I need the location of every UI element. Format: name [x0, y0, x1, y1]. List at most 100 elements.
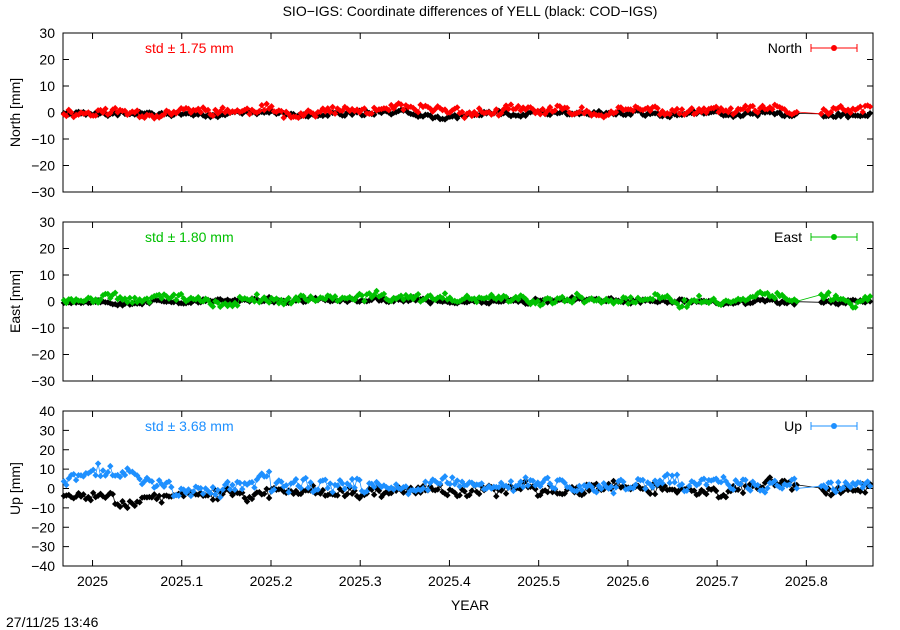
- data-point-north: [368, 110, 375, 117]
- data-point-east: [754, 290, 761, 297]
- data-point-up: [544, 474, 551, 481]
- data-point-north: [866, 103, 874, 110]
- data-point-up: [92, 472, 99, 479]
- data-point-up: [109, 490, 116, 498]
- data-point-north: [527, 109, 534, 116]
- data-point-north: [529, 106, 537, 113]
- data-point-north: [473, 111, 480, 119]
- x-tick-label: 2025.1: [160, 573, 203, 589]
- data-point-up: [510, 487, 517, 495]
- data-point-up: [529, 477, 537, 485]
- data-point-up: [712, 475, 720, 482]
- data-point-north: [446, 109, 454, 116]
- data-point-up: [544, 488, 551, 496]
- y-axis-label-up: Up [mm]: [7, 462, 23, 515]
- data-point-north: [712, 103, 720, 111]
- data-point-up: [578, 491, 585, 499]
- data-point-north: [329, 103, 336, 111]
- data-point-north: [683, 109, 691, 117]
- data-point-north: [568, 111, 576, 118]
- data-point-east: [852, 304, 859, 311]
- data-point-up: [651, 490, 659, 498]
- data-point-up: [861, 489, 869, 496]
- data-point-north: [537, 111, 544, 118]
- data-point-up: [532, 485, 539, 493]
- data-point-up: [661, 482, 669, 490]
- data-point-up: [217, 494, 224, 501]
- data-point-east: [661, 297, 669, 305]
- data-point-north: [75, 111, 82, 118]
- data-point-up: [478, 480, 485, 487]
- std-label-east: std ± 1.80 mm: [145, 229, 234, 245]
- data-point-up: [644, 479, 651, 486]
- data-point-up: [402, 483, 410, 490]
- data-point-up: [319, 486, 327, 494]
- data-point-east: [380, 290, 388, 298]
- data-point-north: [830, 104, 837, 112]
- y-tick-label-up: −20: [31, 519, 55, 535]
- data-point-north: [764, 106, 771, 113]
- data-point-north: [97, 106, 104, 114]
- x-axis-label: YEAR: [451, 597, 489, 613]
- data-point-up: [239, 485, 246, 493]
- x-tick-label: 2025.8: [785, 573, 828, 589]
- data-point-up: [700, 488, 708, 496]
- data-point-up: [859, 484, 866, 491]
- data-point-east: [107, 300, 114, 307]
- data-point-up: [351, 484, 358, 491]
- data-point-north: [534, 107, 542, 115]
- data-point-east: [373, 287, 380, 295]
- data-point-north: [844, 106, 852, 113]
- data-point-east: [761, 290, 769, 298]
- data-point-up: [671, 479, 678, 486]
- data-point-north: [585, 109, 593, 116]
- data-point-up: [588, 483, 595, 490]
- data-point-east: [825, 289, 832, 296]
- data-point-north: [107, 109, 114, 117]
- std-label-north: std ± 1.75 mm: [145, 40, 234, 56]
- data-point-north: [155, 114, 163, 121]
- x-tick-label: 2025.2: [250, 573, 293, 589]
- data-point-up: [231, 486, 239, 493]
- data-point-north: [544, 107, 551, 115]
- data-point-north: [766, 104, 774, 111]
- data-point-up: [793, 485, 800, 492]
- data-point-north: [136, 113, 143, 121]
- data-point-north: [400, 106, 407, 113]
- data-point-north: [700, 105, 708, 112]
- data-point-up: [322, 476, 329, 483]
- data-point-north: [319, 105, 327, 112]
- data-point-up: [226, 486, 234, 493]
- data-point-east: [519, 293, 527, 301]
- data-point-up: [348, 475, 356, 483]
- data-point-up: [847, 484, 854, 491]
- data-point-up: [282, 482, 290, 489]
- data-point-east: [676, 304, 683, 311]
- data-point-up: [204, 487, 212, 495]
- data-point-up: [444, 492, 451, 499]
- data-point-up: [690, 487, 698, 494]
- data-point-up: [265, 468, 273, 475]
- data-point-up: [620, 478, 627, 486]
- data-point-north: [234, 107, 241, 114]
- data-point-north: [214, 110, 221, 117]
- data-point-up: [781, 477, 788, 484]
- data-point-east: [774, 299, 781, 307]
- data-point-east: [111, 300, 119, 308]
- data-point-north: [209, 112, 217, 120]
- data-point-up: [446, 480, 454, 488]
- data-point-north: [224, 110, 231, 117]
- data-point-east: [551, 299, 559, 306]
- data-point-east: [583, 297, 590, 305]
- data-point-east: [742, 300, 749, 308]
- data-point-up: [419, 485, 427, 492]
- panel-north: 30 20 10 0 −10 −20 −30 North [mm] std ± 1.75 mm N…: [7, 25, 874, 200]
- data-point-east: [793, 298, 800, 305]
- data-point-up: [370, 483, 378, 491]
- data-point-up: [461, 488, 468, 495]
- data-point-east: [209, 303, 217, 310]
- data-point-up: [136, 475, 143, 483]
- data-point-up: [302, 474, 309, 482]
- data-point-east: [204, 296, 212, 304]
- data-point-east: [304, 297, 312, 304]
